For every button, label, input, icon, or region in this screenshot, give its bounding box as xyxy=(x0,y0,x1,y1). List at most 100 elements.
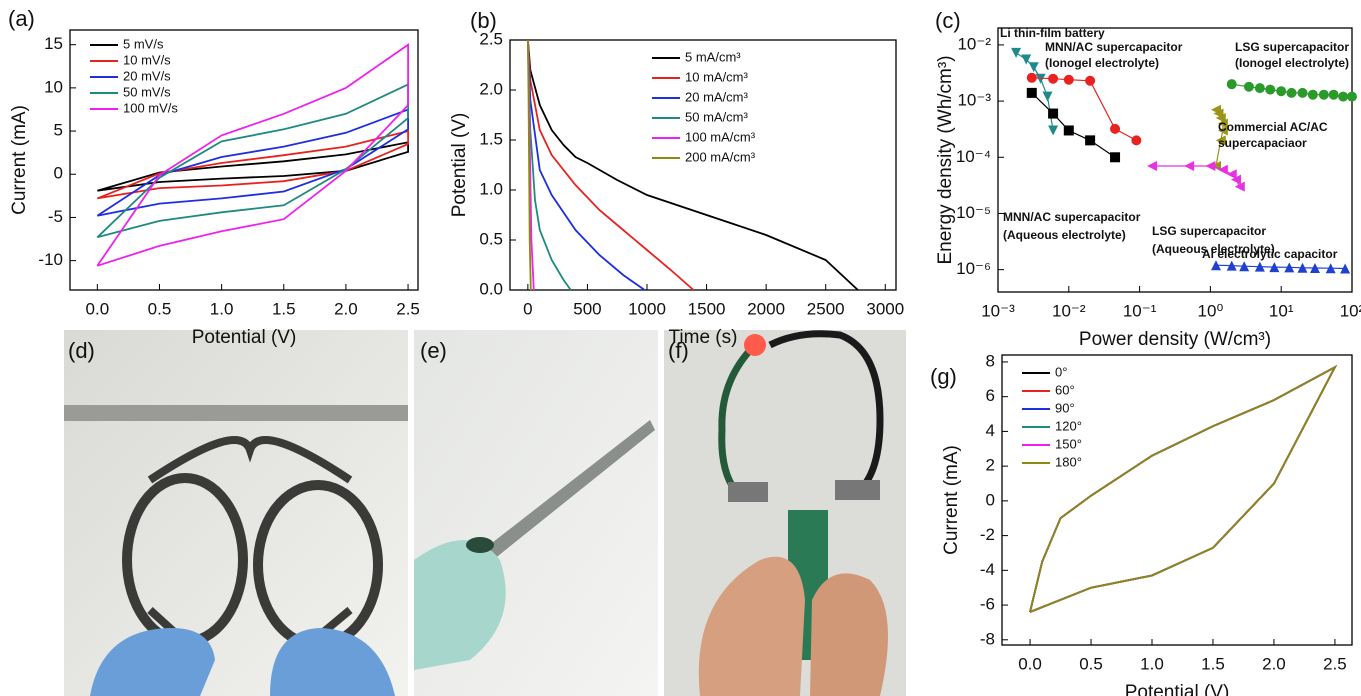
y-tick-label: 4 xyxy=(986,421,995,440)
x-tick-label: 10⁻¹ xyxy=(1123,301,1157,320)
y-tick-label: 10⁻² xyxy=(957,34,991,53)
y-tick-label: 15 xyxy=(44,34,63,53)
legend-label: 5 mA/cm³ xyxy=(685,49,741,64)
marker xyxy=(1110,152,1120,162)
marker xyxy=(1042,92,1052,102)
series-line xyxy=(1032,78,1137,141)
series-label: Li thin-film battery xyxy=(1000,26,1105,40)
x-tick-label: 10¹ xyxy=(1269,301,1294,320)
y-tick-label: 0.5 xyxy=(479,229,503,248)
y-axis-label: Potential (V) xyxy=(449,113,470,218)
series-line xyxy=(1030,367,1335,612)
y-axis-label: Energy density (Wh/cm³) xyxy=(935,55,956,264)
legend-label: 180° xyxy=(1055,454,1082,469)
x-tick-label: 2.0 xyxy=(1262,654,1286,673)
legend-label: 20 mA/cm³ xyxy=(685,89,749,104)
y-tick-label: 6 xyxy=(986,386,995,405)
series-label: supercapaciaor xyxy=(1218,136,1307,150)
marker xyxy=(1085,76,1095,86)
series-label: MNN/AC supercapacitor xyxy=(1045,40,1183,54)
legend-label: 120° xyxy=(1055,418,1082,433)
series-line xyxy=(1030,367,1335,612)
y-tick-label: 2 xyxy=(986,456,995,475)
y-tick-label: 0.0 xyxy=(479,279,503,298)
series-label: (Ionogel electrolyte) xyxy=(1235,56,1349,70)
marker xyxy=(1265,85,1275,95)
x-tick-label: 1.5 xyxy=(272,299,296,318)
marker xyxy=(1205,161,1215,171)
legend-label: 100 mV/s xyxy=(123,100,178,115)
y-tick-label: 0 xyxy=(986,490,995,509)
legend-label: 150° xyxy=(1055,436,1082,451)
x-tick-label: 0.0 xyxy=(86,299,110,318)
y-tick-label: -4 xyxy=(980,560,995,579)
series-label: (Ionogel electrolyte) xyxy=(1045,56,1159,70)
series-label: Al electrolytic capacitor xyxy=(1202,247,1338,261)
x-tick-label: 1000 xyxy=(628,299,666,318)
marker xyxy=(1298,88,1308,98)
x-tick-label: 2.5 xyxy=(396,299,420,318)
marker xyxy=(1085,135,1095,145)
y-tick-label: 10⁻⁶ xyxy=(956,259,991,278)
y-axis-label: Current (mA) xyxy=(941,445,962,555)
y-tick-label: 0 xyxy=(54,164,63,183)
y-tick-label: 8 xyxy=(986,351,995,370)
legend-label: 90° xyxy=(1055,400,1075,415)
legend-label: 5 mV/s xyxy=(123,36,164,51)
marker xyxy=(1308,90,1318,100)
y-tick-label: -10 xyxy=(38,250,63,269)
photo-label: (d) xyxy=(68,338,95,363)
x-tick-label: 10² xyxy=(1340,301,1361,320)
y-tick-label: -8 xyxy=(980,629,995,648)
x-tick-label: 1500 xyxy=(688,299,726,318)
marker xyxy=(1147,161,1157,171)
y-tick-label: -6 xyxy=(980,595,995,614)
marker xyxy=(1048,74,1058,84)
legend-label: 20 mV/s xyxy=(123,68,171,83)
marker xyxy=(1064,75,1074,85)
marker xyxy=(1287,88,1297,98)
legend-label: 50 mA/cm³ xyxy=(685,109,749,124)
legend-label: 10 mA/cm³ xyxy=(685,69,749,84)
y-tick-label: 10⁻⁵ xyxy=(956,203,991,222)
x-tick-label: 2000 xyxy=(747,299,785,318)
marker xyxy=(1110,124,1120,134)
y-tick-label: -5 xyxy=(48,207,63,226)
series-line xyxy=(1032,93,1115,157)
series-label: LSG supercapacitor xyxy=(1235,40,1349,54)
series-label: LSG supercapacitor xyxy=(1152,224,1266,238)
x-axis-label: Time (s) xyxy=(669,327,738,348)
legend-label: 10 mV/s xyxy=(123,52,171,67)
marker xyxy=(1131,135,1141,145)
photo-label: (e) xyxy=(420,338,447,363)
x-axis-label: Power density (W/cm³) xyxy=(1079,329,1271,350)
marker xyxy=(1048,109,1058,119)
series-line xyxy=(1030,367,1335,612)
x-axis-label: Potential (V) xyxy=(192,327,297,348)
marker xyxy=(1027,73,1037,83)
y-tick-label: 1.5 xyxy=(479,129,503,148)
photo-e xyxy=(414,330,658,696)
series-line xyxy=(1030,367,1335,612)
x-tick-label: 2500 xyxy=(807,299,845,318)
legend-label: 100 mA/cm³ xyxy=(685,129,756,144)
series-line xyxy=(528,40,645,290)
panel-label: (g) xyxy=(930,364,957,389)
x-axis-label: Potential (V) xyxy=(1125,682,1230,696)
x-tick-label: 2.5 xyxy=(1323,654,1347,673)
y-tick-label: -2 xyxy=(980,525,995,544)
marker xyxy=(1255,83,1265,93)
legend-label: 0° xyxy=(1055,364,1067,379)
marker xyxy=(1027,88,1037,98)
x-tick-label: 0.5 xyxy=(148,299,172,318)
photo-d xyxy=(64,330,408,696)
y-tick-label: 10⁻⁴ xyxy=(956,147,991,166)
marker xyxy=(1244,82,1254,92)
x-tick-label: 0.5 xyxy=(1079,654,1103,673)
series-line xyxy=(1030,367,1335,612)
y-tick-label: 10⁻³ xyxy=(957,91,991,110)
legend-label: 50 mV/s xyxy=(123,84,171,99)
marker xyxy=(1029,62,1039,72)
marker xyxy=(1276,86,1286,96)
x-tick-label: 10⁻² xyxy=(1052,301,1086,320)
